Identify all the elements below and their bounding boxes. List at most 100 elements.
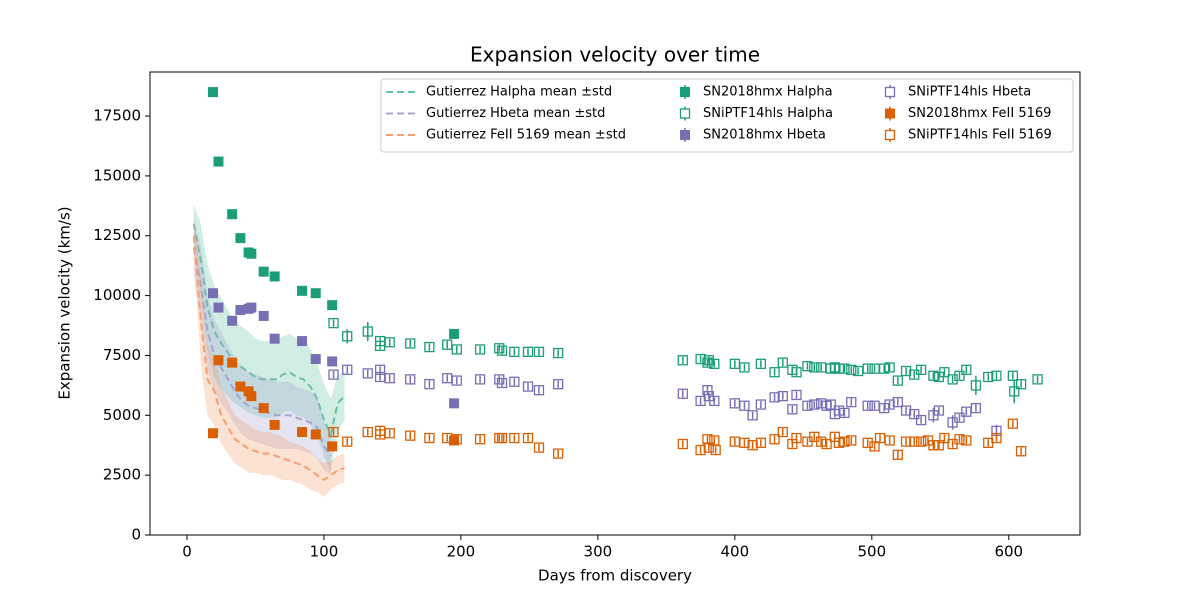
marker	[954, 412, 965, 423]
marker	[246, 248, 257, 259]
marker	[269, 271, 280, 282]
marker	[802, 400, 813, 411]
chart-title: Expansion velocity over time	[470, 43, 760, 67]
marker	[970, 402, 982, 414]
x-axis-label: Days from discovery	[538, 567, 692, 585]
x-tick-label: 400	[721, 543, 750, 561]
marker	[208, 288, 219, 299]
marker	[342, 364, 353, 375]
marker	[928, 370, 939, 381]
legend-marker	[680, 130, 690, 140]
marker	[846, 364, 857, 375]
marker	[846, 396, 857, 408]
legend-label: Gutierrez Hbeta mean ±std	[426, 106, 605, 121]
marker	[553, 379, 564, 390]
marker	[703, 355, 714, 366]
marker	[297, 427, 308, 438]
marker	[533, 442, 545, 453]
marker	[954, 434, 965, 445]
marker	[362, 426, 373, 438]
marker	[900, 436, 912, 447]
marker	[702, 385, 713, 396]
marker	[342, 436, 353, 447]
marker	[208, 87, 219, 98]
marker	[710, 444, 721, 456]
marker	[791, 389, 802, 401]
marker	[258, 310, 269, 321]
marker	[328, 369, 339, 380]
marker	[297, 336, 308, 347]
marker	[1015, 446, 1027, 457]
marker	[494, 374, 505, 385]
marker	[862, 437, 873, 448]
marker	[884, 435, 895, 446]
marker	[310, 354, 321, 365]
marker	[246, 391, 257, 402]
y-axis-label: Expansion velocity (km/s)	[56, 206, 74, 399]
marker	[970, 380, 982, 391]
marker	[833, 437, 845, 448]
legend-marker	[679, 108, 691, 119]
marker	[878, 402, 890, 414]
marker	[695, 444, 706, 456]
marker	[1032, 374, 1043, 385]
y-tick-label: 10000	[93, 286, 141, 304]
marker	[947, 374, 958, 385]
marker	[677, 438, 688, 450]
marker	[327, 441, 338, 452]
x-tick-label: 600	[994, 543, 1023, 561]
marker	[269, 419, 280, 430]
marker	[695, 353, 706, 365]
marker	[769, 434, 780, 445]
marker	[533, 346, 545, 358]
marker	[522, 346, 534, 358]
marker	[1007, 370, 1019, 381]
marker	[703, 442, 714, 453]
marker	[509, 376, 520, 387]
marker	[424, 341, 435, 353]
marker	[494, 343, 505, 354]
marker	[310, 288, 321, 299]
marker	[405, 430, 416, 441]
marker	[809, 362, 820, 373]
marker	[424, 379, 435, 390]
marker	[246, 302, 257, 313]
marker	[384, 373, 395, 384]
marker	[677, 388, 688, 399]
x-tick-label: 200	[447, 543, 476, 561]
marker	[1015, 379, 1027, 390]
marker	[227, 315, 238, 326]
marker	[755, 358, 767, 369]
marker	[405, 338, 416, 349]
marker	[227, 357, 238, 368]
marker	[839, 436, 850, 447]
marker	[862, 400, 873, 411]
marker	[961, 435, 972, 446]
marker	[424, 432, 435, 444]
marker	[496, 377, 508, 389]
legend-label: Gutierrez Halpha mean ±std	[426, 85, 612, 100]
marker	[755, 437, 767, 448]
marker	[892, 449, 903, 460]
marker	[862, 363, 873, 374]
marker	[702, 357, 713, 368]
std-band	[193, 204, 345, 471]
marker	[839, 363, 850, 374]
marker	[449, 328, 460, 339]
legend-label: SNiPTF14hls Hbeta	[908, 85, 1031, 100]
marker	[878, 363, 890, 374]
y-tick-label: 12500	[93, 226, 141, 244]
x-tick-label: 300	[584, 543, 613, 561]
marker	[328, 426, 339, 438]
marker	[939, 367, 950, 378]
y-tick-label: 17500	[93, 107, 141, 125]
legend-marker	[884, 129, 896, 141]
x-tick-label: 0	[182, 543, 192, 561]
marker	[384, 428, 395, 439]
marker	[933, 405, 945, 416]
marker	[983, 371, 994, 383]
marker	[449, 435, 460, 446]
legend-label: SNiPTF14hls FeII 5169	[908, 128, 1052, 143]
y-tick-label: 0	[131, 526, 141, 544]
y-tick-label: 2500	[103, 466, 141, 484]
